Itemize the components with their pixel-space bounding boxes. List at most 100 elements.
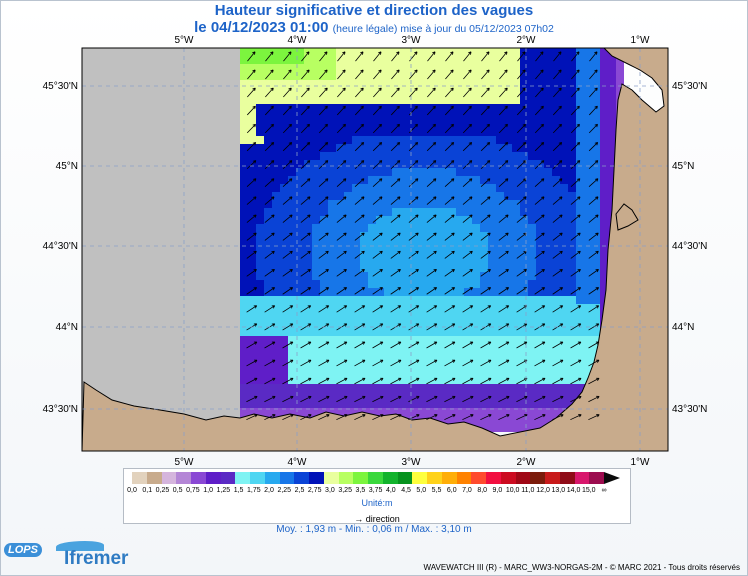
lon-label: 2°W (517, 457, 537, 468)
wave-height-cell (256, 88, 264, 96)
wave-height-cell (456, 64, 464, 72)
wave-height-cell (416, 104, 424, 112)
direction-arrow (372, 196, 383, 205)
wave-height-cell (544, 128, 552, 136)
wave-height-cell (600, 64, 608, 72)
wave-height-cell (312, 64, 320, 72)
wave-height-cell (240, 304, 248, 312)
wave-height-cell (520, 120, 528, 128)
wave-height-cell (392, 288, 400, 296)
wave-height-cell (368, 120, 376, 128)
wave-height-cell (400, 184, 408, 192)
wave-height-cell (368, 176, 376, 184)
wave-height-cell (472, 264, 480, 272)
wave-height-cell (296, 136, 304, 144)
wave-height-cell (488, 392, 496, 400)
wave-height-cell (408, 400, 416, 408)
wave-height-cell (360, 120, 368, 128)
wave-height-cell (264, 320, 272, 328)
wave-height-cell (480, 152, 488, 160)
wave-height-cell (304, 88, 312, 96)
wave-height-cell (272, 280, 280, 288)
wave-height-cell (424, 240, 432, 248)
color-bar-swatch (530, 472, 545, 484)
wave-height-cell (336, 368, 344, 376)
wave-height-cell (256, 408, 264, 416)
direction-arrow (354, 305, 366, 313)
wave-height-cell (280, 248, 288, 256)
wave-height-cell (336, 320, 344, 328)
wave-height-cell (600, 280, 608, 288)
direction-arrow (444, 250, 455, 259)
wave-height-cell (280, 296, 288, 304)
wave-height-cell (360, 88, 368, 96)
wave-height-cell (424, 400, 432, 408)
wave-height-cell (256, 152, 264, 160)
wave-height-cell (424, 112, 432, 120)
wave-height-cell (392, 408, 400, 416)
wave-height-cell (408, 328, 416, 336)
wave-height-cell (496, 160, 504, 168)
legend-tick: 0,1 (142, 487, 153, 494)
wave-height-cell (256, 208, 264, 216)
wave-height-cell (576, 64, 584, 72)
wave-height-cell (584, 272, 592, 280)
wave-height-cell (256, 96, 264, 104)
lat-label: 44°30'N (43, 241, 78, 252)
direction-arrow (318, 105, 328, 116)
wave-height-cell (264, 296, 272, 304)
color-bar-swatch (456, 472, 472, 484)
wave-height-cell (408, 80, 416, 88)
wave-height-cell (456, 224, 464, 232)
direction-arrow (264, 359, 276, 367)
wave-height-cell (400, 160, 408, 168)
legend-tick: 2,0 (264, 487, 274, 494)
wave-height-cell (344, 264, 352, 272)
wave-height-cell (328, 112, 336, 120)
wave-height-cell (512, 152, 520, 160)
wave-height-cell (328, 376, 336, 384)
wave-height-cell (488, 240, 496, 248)
wave-height-cell (544, 80, 552, 88)
direction-arrow (535, 51, 544, 62)
direction-arrow (282, 323, 294, 331)
wave-height-cell (504, 280, 512, 288)
wave-height-cell (520, 264, 528, 272)
wave-height-cell (448, 208, 456, 216)
wave-height-cell (240, 400, 248, 408)
wave-height-cell (536, 360, 544, 368)
color-bar-swatch (559, 472, 575, 484)
wave-height-cell (376, 360, 384, 368)
wave-height-cell (392, 384, 400, 392)
wave-height-cell (488, 368, 496, 376)
legend-tick: 1,25 (216, 487, 231, 494)
wave-height-cell (272, 88, 280, 96)
wave-height-cell (520, 240, 528, 248)
color-bar-swatch (441, 472, 457, 484)
wave-height-cell (296, 408, 304, 416)
wave-height-cell (320, 184, 328, 192)
wave-height-cell (376, 96, 384, 104)
direction-arrow (336, 341, 348, 349)
direction-arrow (426, 395, 438, 403)
wave-height-cell (336, 264, 344, 272)
wave-height-cell (416, 288, 424, 296)
wave-height-cell (368, 288, 376, 296)
wave-height-cell (568, 192, 576, 200)
wave-height-cell (448, 160, 456, 168)
wave-height-cell (480, 344, 488, 352)
direction-arrow (480, 395, 492, 403)
wave-height-cell (520, 312, 528, 320)
wave-height-cell (408, 112, 416, 120)
direction-arrow (265, 51, 274, 62)
wave-height-cell (376, 352, 384, 360)
wave-height-cell (520, 168, 528, 176)
wave-height-cell (376, 224, 384, 232)
wave-height-cell (384, 120, 392, 128)
direction-arrow (408, 142, 419, 152)
wave-height-cell (280, 184, 288, 192)
wave-height-cell (280, 168, 288, 176)
wave-height-cell (256, 376, 264, 384)
wave-height-cell (496, 264, 504, 272)
wave-height-cell (272, 112, 280, 120)
